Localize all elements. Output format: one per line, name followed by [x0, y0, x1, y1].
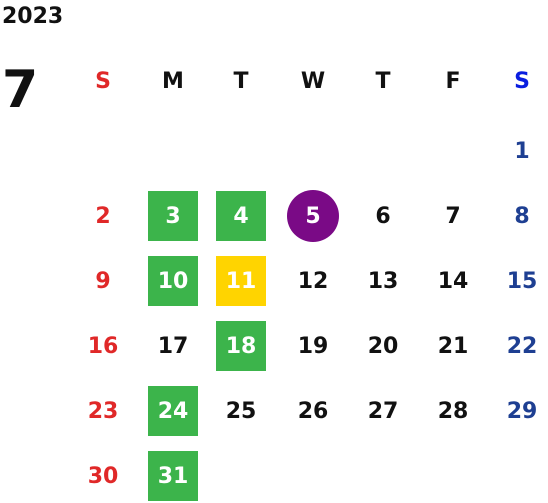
- day-cell[interactable]: 18: [216, 321, 266, 371]
- day-cell[interactable]: 16: [87, 333, 119, 359]
- day-cell[interactable]: 28: [437, 398, 469, 424]
- weekday-header: S: [514, 68, 530, 94]
- day-cell[interactable]: 11: [216, 256, 266, 306]
- day-cell[interactable]: 12: [297, 268, 329, 294]
- month: 7: [2, 60, 39, 120]
- day-cell[interactable]: 15: [506, 268, 538, 294]
- day-cell[interactable]: 2: [95, 203, 111, 229]
- day-cell[interactable]: 3: [148, 191, 198, 241]
- day-cell[interactable]: 27: [367, 398, 399, 424]
- day-cell[interactable]: 19: [297, 333, 329, 359]
- day-cell[interactable]: 1: [514, 138, 530, 164]
- day-cell[interactable]: 21: [437, 333, 469, 359]
- weekday-header: S: [95, 68, 111, 94]
- day-cell[interactable]: 5: [287, 190, 339, 242]
- weekday-header: T: [233, 68, 249, 94]
- day-cell[interactable]: 9: [95, 268, 111, 294]
- day-cell[interactable]: 14: [437, 268, 469, 294]
- weekday-header: W: [300, 68, 326, 94]
- day-cell[interactable]: 30: [87, 463, 119, 489]
- day-cell[interactable]: 24: [148, 386, 198, 436]
- day-cell[interactable]: 6: [375, 203, 391, 229]
- weekday-header: F: [445, 68, 461, 94]
- day-cell[interactable]: 31: [148, 451, 198, 501]
- day-cell[interactable]: 13: [367, 268, 399, 294]
- weekday-header: T: [375, 68, 391, 94]
- day-cell[interactable]: 29: [506, 398, 538, 424]
- day-cell[interactable]: 4: [216, 191, 266, 241]
- day-cell[interactable]: 25: [225, 398, 257, 424]
- weekday-header: M: [162, 68, 184, 94]
- day-cell[interactable]: 20: [367, 333, 399, 359]
- day-cell[interactable]: 10: [148, 256, 198, 306]
- day-cell[interactable]: 23: [87, 398, 119, 424]
- day-cell[interactable]: 22: [506, 333, 538, 359]
- day-cell[interactable]: 7: [445, 203, 461, 229]
- day-cell[interactable]: 17: [157, 333, 189, 359]
- day-cell[interactable]: 8: [514, 203, 530, 229]
- day-cell[interactable]: 26: [297, 398, 329, 424]
- year: 2023: [2, 4, 64, 29]
